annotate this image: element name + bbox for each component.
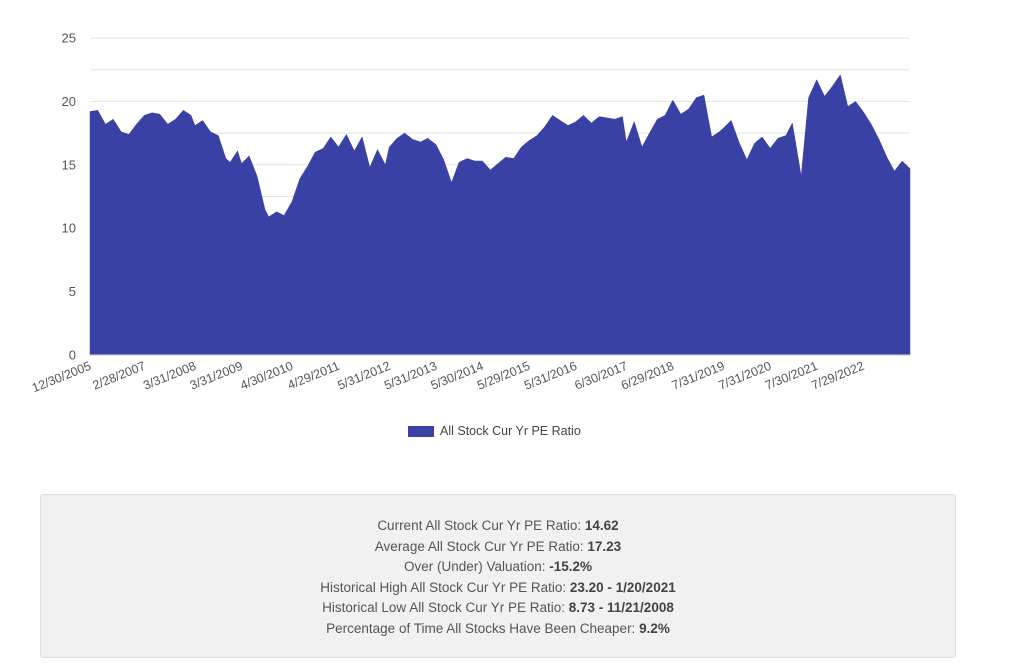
y-tick-label: 0 — [69, 348, 76, 363]
x-tick-label: 3/31/2008 — [141, 359, 198, 393]
x-tick-label: 4/30/2010 — [238, 359, 295, 393]
x-tick-label: 5/31/2013 — [382, 359, 439, 393]
stat-low: Historical Low All Stock Cur Yr PE Ratio… — [322, 600, 674, 615]
x-tick-label: 5/31/2012 — [336, 359, 393, 393]
x-tick-label: 6/30/2017 — [573, 359, 630, 393]
y-tick-label: 15 — [62, 157, 76, 172]
x-tick-label: 4/29/2011 — [286, 359, 342, 392]
legend-label: All Stock Cur Yr PE Ratio — [440, 424, 581, 438]
stats-panel: Current All Stock Cur Yr PE Ratio: 14.62… — [40, 494, 956, 658]
stat-valuation: Over (Under) Valuation: -15.2% — [403, 559, 593, 574]
x-tick-label: 5/31/2016 — [522, 359, 579, 393]
stat-average: Average All Stock Cur Yr PE Ratio: 17.23 — [374, 538, 622, 554]
y-tick-label: 10 — [62, 221, 76, 236]
pe-ratio-chart: 0 5 10 15 20 25 12/30/20052/28/20073/31/20083… — [30, 31, 911, 395]
legend-swatch — [408, 425, 434, 437]
x-tick-label: 6/29/2018 — [619, 359, 676, 393]
legend[interactable]: All Stock Cur Yr PE Ratio — [408, 424, 581, 438]
y-tick-label: 20 — [62, 94, 76, 109]
y-tick-label: 25 — [62, 31, 76, 46]
x-tick-label: 2/28/2007 — [91, 359, 148, 393]
x-tick-label: 5/30/2014 — [429, 359, 486, 393]
y-tick-label: 5 — [69, 284, 76, 299]
x-axis: 12/30/20052/28/20073/31/20083/31/20094/3… — [30, 359, 866, 395]
x-tick-label: 7/31/2019 — [670, 359, 727, 393]
stat-current: Current All Stock Cur Yr PE Ratio: 14.62 — [377, 518, 619, 533]
x-tick-label: 5/29/2015 — [475, 359, 532, 393]
x-tick-label: 7/31/2020 — [717, 359, 774, 393]
x-tick-label: 7/30/2021 — [763, 359, 820, 393]
x-tick-label: 7/29/2022 — [809, 359, 866, 393]
pe-ratio-area — [89, 74, 911, 356]
x-tick-label: 12/30/2005 — [30, 359, 93, 395]
x-tick-label: 3/31/2009 — [188, 359, 245, 393]
y-axis: 0 5 10 15 20 25 — [62, 31, 76, 363]
stat-high: Historical High All Stock Cur Yr PE Rati… — [320, 579, 676, 595]
stat-cheaper: Percentage of Time All Stocks Have Been … — [326, 620, 670, 636]
